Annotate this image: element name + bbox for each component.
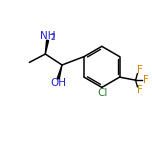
Text: 2: 2	[50, 33, 55, 41]
Polygon shape	[45, 40, 48, 54]
Text: F: F	[137, 85, 143, 95]
Text: F: F	[137, 65, 143, 75]
Text: Cl: Cl	[97, 88, 108, 98]
Text: NH: NH	[40, 31, 56, 41]
Polygon shape	[57, 65, 62, 79]
Text: F: F	[143, 75, 148, 85]
Text: OH: OH	[50, 78, 66, 88]
